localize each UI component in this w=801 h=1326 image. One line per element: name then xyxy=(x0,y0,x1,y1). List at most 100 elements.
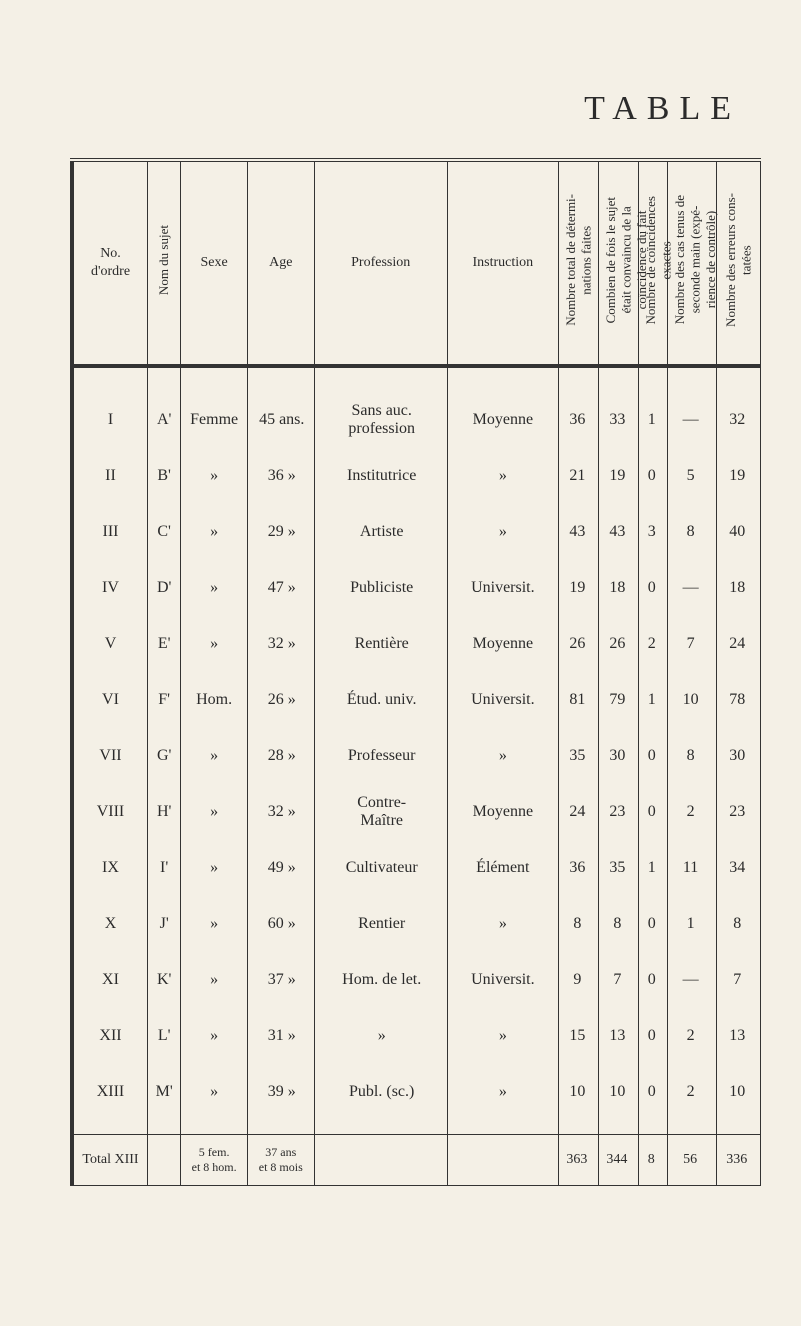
cell-instr: » xyxy=(447,896,558,952)
cell-c8: 19 xyxy=(598,448,638,504)
footer-sexe: 5 fem. et 8 hom. xyxy=(181,1135,248,1186)
cell-c11: 7 xyxy=(716,952,760,1008)
cell-nom: G' xyxy=(148,728,181,784)
cell-c9: 0 xyxy=(638,1064,667,1135)
cell-c8: 8 xyxy=(598,896,638,952)
cell-sexe: » xyxy=(181,952,248,1008)
cell-instr: Universit. xyxy=(447,560,558,616)
cell-no: III xyxy=(72,504,148,560)
cell-sexe: » xyxy=(181,784,248,840)
footer-age: 37 ans et 8 mois xyxy=(247,1135,314,1186)
cell-c9: 2 xyxy=(638,616,667,672)
cell-no: X xyxy=(72,896,148,952)
cell-instr: Moyenne xyxy=(447,366,558,448)
cell-sexe: » xyxy=(181,448,248,504)
cell-no: VII xyxy=(72,728,148,784)
cell-c11: 34 xyxy=(716,840,760,896)
cell-c11: 32 xyxy=(716,366,760,448)
cell-c10: — xyxy=(667,366,716,448)
cell-c7: 81 xyxy=(558,672,598,728)
cell-nom: H' xyxy=(148,784,181,840)
cell-prof: » xyxy=(314,1008,447,1064)
cell-c9: 0 xyxy=(638,784,667,840)
cell-sexe: Hom. xyxy=(181,672,248,728)
cell-instr: Moyenne xyxy=(447,784,558,840)
cell-prof: Étud. univ. xyxy=(314,672,447,728)
cell-nom: M' xyxy=(148,1064,181,1135)
cell-instr: » xyxy=(447,1008,558,1064)
cell-nom: J' xyxy=(148,896,181,952)
cell-c9: 0 xyxy=(638,448,667,504)
cell-age: 45 ans. xyxy=(247,366,314,448)
cell-c11: 24 xyxy=(716,616,760,672)
cell-no: VIII xyxy=(72,784,148,840)
footer-c7: 363 xyxy=(558,1135,598,1186)
cell-c9: 0 xyxy=(638,728,667,784)
cell-no: VI xyxy=(72,672,148,728)
cell-nom: D' xyxy=(148,560,181,616)
cell-no: XII xyxy=(72,1008,148,1064)
cell-nom: I' xyxy=(148,840,181,896)
cell-instr: Élément xyxy=(447,840,558,896)
cell-nom: E' xyxy=(148,616,181,672)
cell-c8: 35 xyxy=(598,840,638,896)
table-row: VIIG'»28 »Professeur»35300830 xyxy=(72,728,761,784)
cell-c8: 30 xyxy=(598,728,638,784)
cell-c10: 2 xyxy=(667,1008,716,1064)
cell-c8: 18 xyxy=(598,560,638,616)
cell-c7: 43 xyxy=(558,504,598,560)
page-title: TABLE xyxy=(70,90,741,128)
cell-sexe: » xyxy=(181,616,248,672)
cell-prof: Artiste xyxy=(314,504,447,560)
footer-label: Total XIII xyxy=(72,1135,148,1186)
cell-instr: » xyxy=(447,504,558,560)
table-row: IIIC'»29 »Artiste»43433840 xyxy=(72,504,761,560)
cell-c11: 40 xyxy=(716,504,760,560)
cell-c11: 23 xyxy=(716,784,760,840)
cell-sexe: Femme xyxy=(181,366,248,448)
cell-c7: 21 xyxy=(558,448,598,504)
table-body: IA'Femme45 ans.Sans auc. professionMoyen… xyxy=(72,366,761,1135)
cell-prof: Rentière xyxy=(314,616,447,672)
cell-age: 60 » xyxy=(247,896,314,952)
cell-c10: 11 xyxy=(667,840,716,896)
cell-c9: 1 xyxy=(638,672,667,728)
cell-c7: 36 xyxy=(558,840,598,896)
cell-c8: 33 xyxy=(598,366,638,448)
cell-nom: A' xyxy=(148,366,181,448)
cell-c7: 15 xyxy=(558,1008,598,1064)
table-row: XIIL'»31 »»»15130213 xyxy=(72,1008,761,1064)
cell-sexe: » xyxy=(181,504,248,560)
cell-c7: 9 xyxy=(558,952,598,1008)
cell-c11: 10 xyxy=(716,1064,760,1135)
cell-c10: 1 xyxy=(667,896,716,952)
cell-prof: Publ. (sc.) xyxy=(314,1064,447,1135)
cell-c10: 8 xyxy=(667,728,716,784)
cell-prof: Cultivateur xyxy=(314,840,447,896)
cell-nom: L' xyxy=(148,1008,181,1064)
footer-c9: 8 xyxy=(638,1135,667,1186)
cell-age: 39 » xyxy=(247,1064,314,1135)
cell-age: 47 » xyxy=(247,560,314,616)
cell-c8: 13 xyxy=(598,1008,638,1064)
footer-c10: 56 xyxy=(667,1135,716,1186)
col-instr: Instruction xyxy=(447,160,558,366)
col-prof: Profession xyxy=(314,160,447,366)
cell-c8: 79 xyxy=(598,672,638,728)
cell-c10: 2 xyxy=(667,1064,716,1135)
cell-prof: Publiciste xyxy=(314,560,447,616)
cell-c11: 13 xyxy=(716,1008,760,1064)
cell-c10: — xyxy=(667,560,716,616)
cell-prof: Hom. de let. xyxy=(314,952,447,1008)
cell-c9: 0 xyxy=(638,560,667,616)
table-header: No. d'ordre Nom du sujet Sexe Age Profes… xyxy=(72,160,761,366)
cell-c7: 19 xyxy=(558,560,598,616)
cell-age: 26 » xyxy=(247,672,314,728)
cell-nom: B' xyxy=(148,448,181,504)
table-row: XIIIM'»39 »Publ. (sc.)»10100210 xyxy=(72,1064,761,1135)
cell-c8: 7 xyxy=(598,952,638,1008)
cell-c8: 43 xyxy=(598,504,638,560)
cell-c10: 2 xyxy=(667,784,716,840)
cell-instr: Moyenne xyxy=(447,616,558,672)
cell-sexe: » xyxy=(181,840,248,896)
